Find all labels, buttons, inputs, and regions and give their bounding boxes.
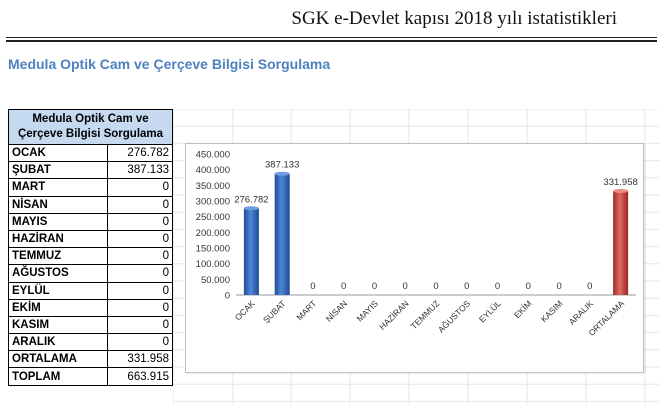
bar-top [274, 171, 290, 176]
y-tick-label: 300.000 [196, 197, 230, 208]
table-row: ŞUBAT 387.133 [7, 161, 173, 180]
section-title: Medula Optik Cam ve Çerçeve Bilgisi Sorg… [8, 56, 331, 72]
table-row: KASIM 0 [7, 315, 173, 335]
month-cell: MART [7, 178, 109, 197]
month-cell: KASIM [7, 315, 109, 335]
month-cell: ARALIK [7, 333, 109, 352]
header-rule [6, 37, 657, 38]
month-cell: OCAK [7, 143, 109, 163]
table-row: NİSAN 0 [7, 195, 173, 214]
y-tick-label: 200.000 [196, 228, 230, 239]
table-row: OCAK 276.782 [7, 143, 173, 163]
data-label: 0 [464, 281, 469, 292]
value-cell: 0 [107, 229, 173, 249]
data-label: 0 [433, 281, 438, 292]
table-row: ARALIK 0 [7, 333, 173, 352]
month-cell: NİSAN [7, 195, 109, 214]
table-row: AĞUSTOS 0 [7, 264, 173, 283]
table-row: EYLÜL 0 [7, 281, 173, 300]
value-cell: 387.133 [107, 161, 173, 180]
data-label: 0 [403, 281, 408, 292]
bar-chart: 0 50.000 100.000 150.000 200.000 250.000 300.0… [185, 143, 644, 373]
x-tick-label: ARALIK [567, 298, 596, 327]
y-tick-label: 450.000 [196, 150, 230, 161]
bar [274, 173, 290, 295]
y-tick-label: 400.000 [196, 165, 230, 176]
value-cell: 0 [107, 247, 173, 266]
value-cell: 0 [107, 333, 173, 352]
x-tick-label: OCAK [233, 298, 257, 322]
table-row: TEMMUZ 0 [7, 247, 173, 266]
table-row: HAZİRAN 0 [7, 229, 173, 249]
value-cell: 276.782 [107, 143, 173, 163]
y-tick-label: 250.000 [196, 212, 230, 223]
table-header-row: Medula Optik Cam ve Çerçeve Bilgisi Sorg… [8, 109, 173, 145]
x-tick-label: EYLÜL [477, 298, 503, 324]
table-row: MART 0 [7, 178, 173, 197]
month-cell: HAZİRAN [7, 229, 109, 249]
y-tick-label: 50.000 [201, 275, 230, 286]
table-row: TOPLAM 663.915 [7, 367, 173, 386]
month-cell: EKİM [7, 298, 109, 317]
bar [613, 191, 629, 295]
data-label: 0 [587, 281, 592, 292]
data-label: 0 [310, 281, 315, 292]
month-cell: EYLÜL [7, 281, 109, 300]
month-cell: TEMMUZ [7, 247, 109, 266]
table-row: EKİM 0 [7, 298, 173, 317]
data-label: 0 [556, 281, 561, 292]
header-rule-thick [6, 40, 657, 42]
data-label: 387.133 [265, 160, 299, 171]
x-tick-label: EKİM [512, 298, 534, 320]
y-tick-label: 100.000 [196, 259, 230, 270]
data-label: 0 [495, 281, 500, 292]
bar [243, 208, 259, 295]
month-cell: ŞUBAT [7, 161, 109, 180]
table-header: Medula Optik Cam ve Çerçeve Bilgisi Sorg… [8, 109, 173, 145]
data-label: 0 [526, 281, 531, 292]
table-row: ORTALAMA 331.958 [7, 350, 173, 369]
x-tick-label: NİSAN [324, 298, 349, 323]
table-row: MAYIS 0 [7, 212, 173, 231]
month-cell: AĞUSTOS [7, 264, 109, 283]
y-tick-label: 350.000 [196, 181, 230, 192]
x-tick-label: MART [294, 298, 318, 322]
month-cell: TOPLAM [7, 367, 109, 386]
value-cell: 0 [107, 264, 173, 283]
data-label: 0 [341, 281, 346, 292]
document-header: SGK e-Devlet kapısı 2018 yılı istatistik… [291, 8, 617, 29]
value-cell: 0 [107, 212, 173, 231]
x-tick-label: ŞUBAT [261, 298, 288, 325]
data-label: 331.958 [603, 177, 637, 188]
value-cell: 0 [107, 178, 173, 197]
value-cell: 0 [107, 315, 173, 335]
table-header-line2: Çerçeve Bilgisi Sorgulama [17, 128, 164, 140]
stats-table: Medula Optik Cam ve Çerçeve Bilgisi Sorg… [7, 109, 173, 386]
value-cell: 0 [107, 298, 173, 317]
y-tick-label: 150.000 [196, 244, 230, 255]
table-header-line1: Medula Optik Cam ve [32, 113, 149, 125]
x-tick-label: KASIM [539, 298, 565, 324]
month-cell: MAYIS [7, 212, 109, 231]
chart-canvas: 0 50.000 100.000 150.000 200.000 250.000 300.0… [196, 150, 638, 338]
bar-top [613, 189, 629, 193]
value-cell: 663.915 [107, 367, 173, 386]
x-tick-label: AĞUSTOS [436, 298, 473, 335]
value-cell: 331.958 [107, 350, 173, 369]
value-cell: 0 [107, 281, 173, 300]
month-cell: ORTALAMA [7, 350, 109, 369]
x-tick-label: MAYIS [355, 298, 381, 324]
data-label: 276.782 [234, 194, 268, 205]
value-cell: 0 [107, 195, 173, 214]
y-tick-label: 0 [225, 291, 230, 302]
x-tick-label: HAZİRAN [377, 298, 410, 331]
data-label: 0 [372, 281, 377, 292]
bar-top [243, 206, 259, 211]
